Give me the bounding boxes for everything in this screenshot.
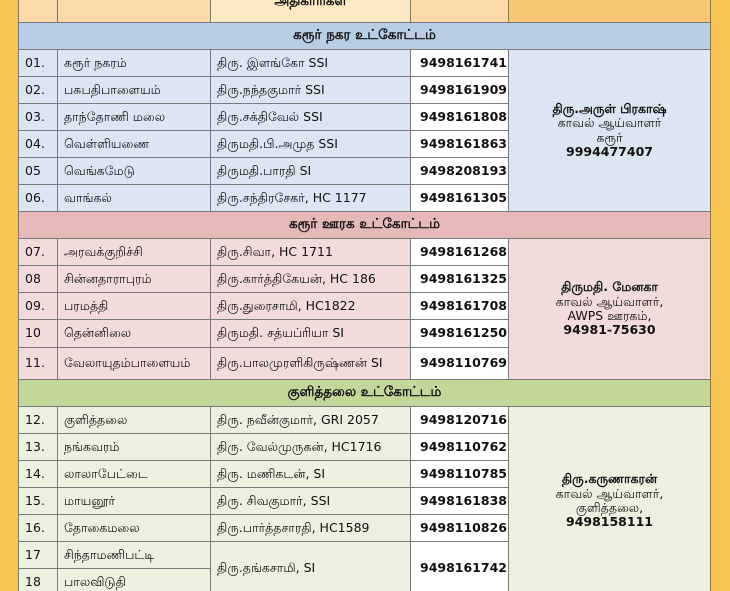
row-number: 06. (18, 184, 58, 212)
row-number: 16. (18, 514, 58, 542)
row-number: 08 (18, 265, 58, 293)
row-number: 15. (18, 487, 58, 515)
place-cell: சின்னதாராபுரம் (57, 265, 211, 293)
place-cell: நங்கவரம் (57, 433, 211, 461)
place-cell: தோகைமலை (57, 514, 211, 542)
place-cell: தென்னிலை (57, 319, 211, 348)
place-cell: வெங்கமேடு (57, 157, 211, 185)
officer-cell: திரு. நவீன்குமார், GRI 2057 (210, 406, 411, 434)
row-number: 17 (18, 541, 58, 569)
inspector-line: குளித்தலை, (575, 500, 644, 515)
phone-cell: 9498110826 (410, 514, 509, 542)
row-number: 10 (18, 319, 58, 348)
section-title: குளித்தலை உட்கோட்டம் (18, 379, 711, 407)
inspector-line: திரு.அருள் பிரகாஷ் (552, 100, 667, 116)
phone-cell: 9498161741 (410, 49, 509, 77)
officer-cell: திரு.கார்த்திகேயன், HC 186 (210, 265, 411, 293)
place-cell: சிந்தாமணிபட்டி (57, 541, 211, 569)
inspector-line: காவல் ஆய்வாளர் (557, 115, 662, 131)
inspector-line: 94981-75630 (563, 322, 656, 338)
place-cell: தாந்தோணி மலை (57, 103, 211, 131)
officer-cell: திரு. சிவகுமார், SSI (210, 487, 411, 515)
officer-cell: திரு.துரைசாமி, HC1822 (210, 292, 411, 320)
header-cell (410, 0, 509, 23)
officer-cell: திருமதி. சத்யப்ரியா SI (210, 319, 411, 348)
inspector-line: திரு.கருணாகரன் (561, 471, 658, 487)
place-cell: வேலாயுதம்பாளையம் (57, 347, 211, 380)
phone-cell: 9498161250 (410, 319, 509, 348)
inspector-line: காவல் ஆய்வாளர், (555, 485, 664, 501)
place-cell: வாங்கல் (57, 184, 211, 212)
inspector-cell: திரு.அருள் பிரகாஷ் காவல் ஆய்வாளர் கரூர் 999… (508, 49, 711, 212)
section-title: கரூர் நகர உட்கோட்டம் (18, 22, 711, 50)
officer-cell: திருமதி.பி.அமுத SSI (210, 130, 411, 158)
row-number: 13. (18, 433, 58, 461)
phone-cell: 9498161863 (410, 130, 509, 158)
row-number: 02. (18, 76, 58, 104)
place-cell: பசுபதிபாளையம் (57, 76, 211, 104)
inspector-cell: திரு.கருணாகரன் காவல் ஆய்வாளர், குளித்தலை, 9… (508, 406, 711, 591)
row-number: 09. (18, 292, 58, 320)
place-cell: லாலாபேட்டை (57, 460, 211, 488)
phone-cell: 9498161708 (410, 292, 509, 320)
officer-cell: திரு.சிவா, HC 1711 (210, 238, 411, 266)
section-title: கரூர் ஊரக உட்கோட்டம் (18, 211, 711, 239)
phone-cell: 9498208193 (410, 157, 509, 185)
officer-cell: திரு.தங்கசாமி, SI (210, 541, 411, 591)
header-cell: அதிகாரிகள் (210, 0, 411, 23)
phone-cell: 9498120716 (410, 406, 509, 434)
inspector-line: திருமதி. மேனகா (561, 279, 658, 295)
inspector-line: AWPS ஊரகம், (567, 308, 652, 323)
phone-cell: 9498110762 (410, 433, 509, 461)
row-number: 12. (18, 406, 58, 434)
officer-cell: திரு. மணிகடன், SI (210, 460, 411, 488)
header-cell (18, 0, 58, 23)
inspector-line: 9994477407 (566, 143, 653, 159)
officer-cell: திரு.நந்தகுமார் SSI (210, 76, 411, 104)
row-number: 11. (18, 347, 58, 380)
place-cell: பாலவிடுதி (57, 568, 211, 591)
row-number: 01. (18, 49, 58, 77)
place-cell: அரவக்குறிச்சி (57, 238, 211, 266)
phone-cell: 9498161268 (410, 238, 509, 266)
phone-cell: 9498161909 (410, 76, 509, 104)
officer-cell: திருமதி.பாரதி SI (210, 157, 411, 185)
phone-cell: 9498110769 (410, 347, 509, 380)
officer-cell: திரு. வேல்முருகன், HC1716 (210, 433, 411, 461)
officer-cell: திரு. இளங்கோ SSI (210, 49, 411, 77)
header-cell (57, 0, 211, 23)
phone-cell: 9498161838 (410, 487, 509, 515)
place-cell: மாயனூர் (57, 487, 211, 515)
row-number: 14. (18, 460, 58, 488)
header-cell (508, 0, 711, 23)
officer-cell: திரு.பார்த்தசாரதி, HC1589 (210, 514, 411, 542)
row-number: 05 (18, 157, 58, 185)
row-number: 04. (18, 130, 58, 158)
phone-cell: 9498110785 (410, 460, 509, 488)
officer-cell: திரு.பாலமுரளிகிருஷ்ணன் SI (210, 347, 411, 380)
inspector-cell: திருமதி. மேனகா காவல் ஆய்வாளர், AWPS ஊரகம்,… (508, 238, 711, 380)
officer-cell: திரு.சக்திவேல் SSI (210, 103, 411, 131)
phone-cell: 9498161742 (410, 541, 509, 591)
place-cell: குளித்தலை (57, 406, 211, 434)
inspector-line: காவல் ஆய்வாளர், (555, 293, 664, 309)
phone-cell: 9498161808 (410, 103, 509, 131)
inspector-line: கரூர் (596, 129, 623, 145)
row-number: 03. (18, 103, 58, 131)
place-cell: வெள்ளியணை (57, 130, 211, 158)
place-cell: பரமத்தி (57, 292, 211, 320)
phone-cell: 9498161305 (410, 184, 509, 212)
phone-cell: 9498161325 (410, 265, 509, 293)
inspector-line: 9498158111 (566, 514, 653, 530)
row-number: 07. (18, 238, 58, 266)
row-number: 18 (18, 568, 58, 591)
officer-cell: திரு.சந்திரசேகர், HC 1177 (210, 184, 411, 212)
place-cell: கரூர் நகரம் (57, 49, 211, 77)
